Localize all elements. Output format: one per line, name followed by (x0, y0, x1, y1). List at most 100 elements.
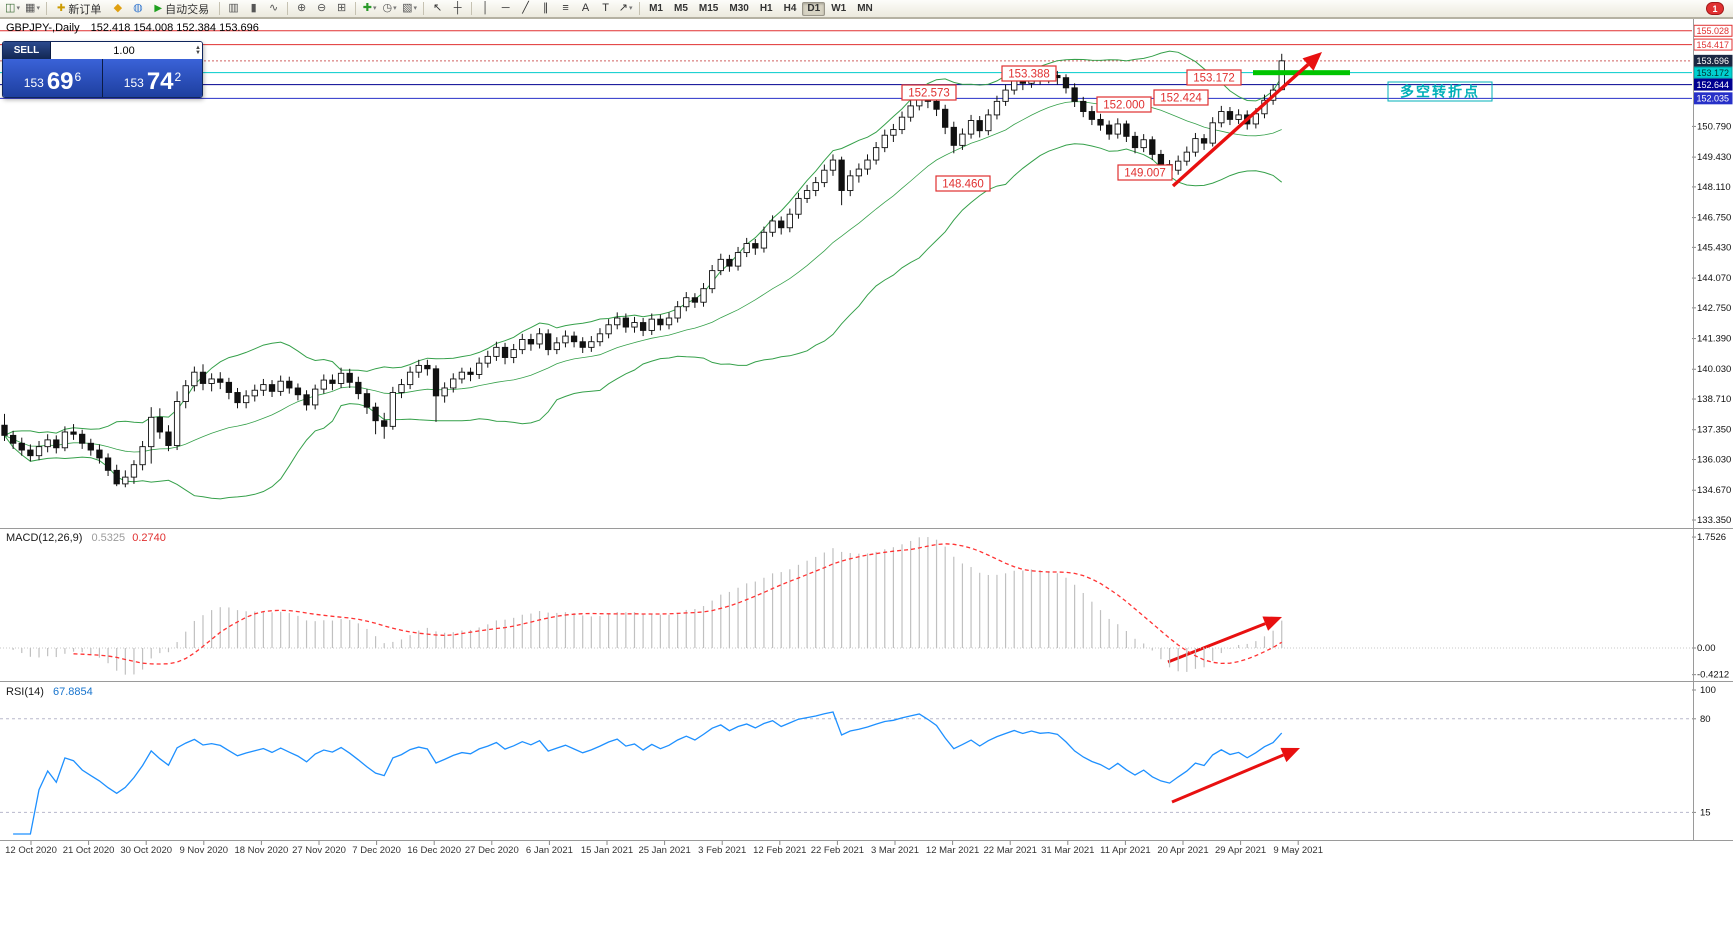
date-tick-label: 9 Nov 2020 (180, 845, 229, 856)
price-tick-label: 148.110 (1697, 182, 1731, 193)
timeframe-w1[interactable]: W1 (831, 3, 847, 14)
vertical-line-icon[interactable]: │ (482, 2, 490, 14)
toolbar-separator (355, 2, 357, 15)
new-chart-icon[interactable]: ◫ ▾ (5, 2, 20, 14)
date-tick-label: 6 Jan 2021 (526, 845, 573, 856)
axis-price-tag-text: 152.644 (1697, 80, 1730, 90)
bar-chart-icon[interactable]: ▥ (228, 2, 239, 14)
zoom-in-icon[interactable]: ⊕ (296, 2, 307, 14)
date-tick-label: 12 Mar 2021 (926, 845, 979, 856)
macd-pane[interactable] (0, 529, 1692, 681)
timeframe-d1[interactable]: D1 (802, 1, 826, 16)
axis-price-tag-text: 154.417 (1697, 40, 1730, 50)
symbol-title: GBPJPY-,Daily (6, 22, 80, 34)
price-tick-label: 149.430 (1697, 152, 1731, 163)
bollinger-lower-band (4, 143, 1283, 500)
toolbar-separator (46, 2, 47, 15)
timeframe-mn[interactable]: MN (857, 3, 873, 14)
line-chart-icon[interactable]: ∿ (268, 2, 279, 14)
crosshair-icon[interactable]: ┼ (453, 2, 462, 14)
date-tick-label: 3 Feb 2021 (698, 845, 746, 856)
buy-price-pips: 74 (146, 68, 174, 95)
toolbar-separator (287, 2, 289, 15)
macd-tick-label: -0.4212 (1697, 670, 1729, 681)
volume-box: ▲ ▼ (51, 42, 202, 59)
sell-button[interactable]: SELL (3, 42, 51, 59)
text-label-icon[interactable]: T (602, 2, 609, 14)
new-order-button-label: 新订单 (68, 3, 102, 16)
cursor-icon[interactable]: ↖ (432, 2, 443, 14)
text-icon[interactable]: A (581, 2, 590, 14)
auto-trading-button[interactable]: ▶ 自动交易 (148, 1, 215, 16)
date-tick-label: 22 Feb 2021 (811, 845, 864, 856)
macd-tick-label: 1.7526 (1697, 532, 1726, 543)
price-tick-label: 137.350 (1697, 425, 1731, 436)
date-tick-label: 15 Jan 2021 (581, 845, 633, 856)
trend-arrow-head (1280, 747, 1300, 763)
price-pane[interactable] (0, 19, 1692, 528)
axis-price-tag-text: 153.696 (1697, 56, 1730, 66)
periods-icon[interactable]: ◷ ▾ (382, 2, 397, 14)
date-tick-label: 25 Jan 2021 (638, 845, 690, 856)
volume-input[interactable] (53, 43, 195, 58)
indicators-icon[interactable]: ✚ ▾ (362, 2, 377, 14)
date-tick-label: 18 Nov 2020 (234, 845, 288, 856)
trendline-icon[interactable]: ╱ (522, 2, 529, 14)
trend-arrow (1171, 63, 1310, 188)
sell-price[interactable]: 153 69 6 (3, 59, 102, 97)
arrows-icon[interactable]: ↗ ▾ (618, 2, 633, 14)
rsi-value: 67.8854 (52, 686, 93, 698)
timeframe-m1[interactable]: M1 (649, 3, 663, 14)
rsi-tick-label: 100 (1700, 685, 1716, 696)
toolbar-separator (219, 2, 221, 15)
timeframe-m15[interactable]: M15 (698, 3, 719, 14)
toolbar-separator (423, 2, 425, 15)
bollinger-upper-band (4, 50, 1283, 436)
candlestick-chart-icon[interactable]: ▮ (250, 2, 257, 14)
notification-badge[interactable]: 1 (1706, 2, 1724, 15)
date-tick-label: 12 Oct 2020 (5, 845, 57, 856)
timeframe-h1[interactable]: H1 (759, 3, 773, 14)
candles-group (1, 53, 1285, 488)
volume-down-icon[interactable]: ▼ (195, 49, 201, 56)
metaeditor-icon[interactable]: ◆ (113, 2, 123, 14)
tile-windows-icon[interactable]: ⊞ (336, 2, 347, 14)
buy-price[interactable]: 153 74 2 (103, 59, 202, 97)
price-annotation-box (1096, 96, 1152, 113)
templates-icon[interactable]: ▧ ▾ (402, 2, 418, 14)
zoom-out-icon[interactable]: ⊖ (316, 2, 327, 14)
price-annotation-box (901, 84, 957, 101)
profiles-icon[interactable]: ▦ ▾ (25, 2, 40, 14)
trade-panel-prices: 153 69 6 153 74 2 (3, 59, 202, 97)
date-tick-label: 12 Feb 2021 (753, 845, 806, 856)
trend-arrow (1171, 753, 1284, 804)
new-order-icon: ✚ (57, 3, 66, 14)
timeframe-m5[interactable]: M5 (674, 3, 688, 14)
fibonacci-icon[interactable]: ≡ (562, 2, 569, 14)
note-box (1387, 81, 1493, 102)
macd-signal-value: 0.2740 (132, 532, 166, 544)
auto-trading-button-label: 自动交易 (165, 3, 210, 16)
timeframe-h4[interactable]: H4 (783, 3, 797, 14)
horizontal-line-icon[interactable]: ─ (501, 2, 510, 14)
bollinger-middle-band (4, 101, 1282, 453)
ohlc-values: 152.418 154.008 152.384 153.696 (90, 22, 259, 34)
rsi-pane[interactable] (0, 682, 1692, 840)
bollinger-group (4, 50, 1283, 500)
date-axis-group: 12 Oct 2020 21 Oct 2020 30 Oct 2020 9 Nov 2… (5, 841, 1323, 856)
new-order-button[interactable]: ✚ 新订单 (51, 1, 107, 16)
volume-up-icon[interactable]: ▲ (195, 44, 201, 51)
macd-name: MACD(12,26,9) (6, 532, 83, 544)
rsi-name: RSI(14) (6, 686, 44, 698)
date-tick-label: 31 Mar 2021 (1041, 845, 1094, 856)
equidistant-channel-icon[interactable]: ∥ (542, 2, 549, 14)
date-tick-label: 11 Apr 2021 (1100, 845, 1151, 856)
hlines-group (0, 30, 1692, 99)
price-annotation-box (935, 175, 991, 192)
date-tick-label: 21 Oct 2020 (63, 845, 115, 856)
date-tick-label: 27 Dec 2020 (465, 845, 519, 856)
terminal-icon[interactable]: ◍ (133, 2, 143, 14)
price-tick-label: 141.390 (1697, 334, 1731, 345)
timeframe-m30[interactable]: M30 (729, 3, 749, 14)
